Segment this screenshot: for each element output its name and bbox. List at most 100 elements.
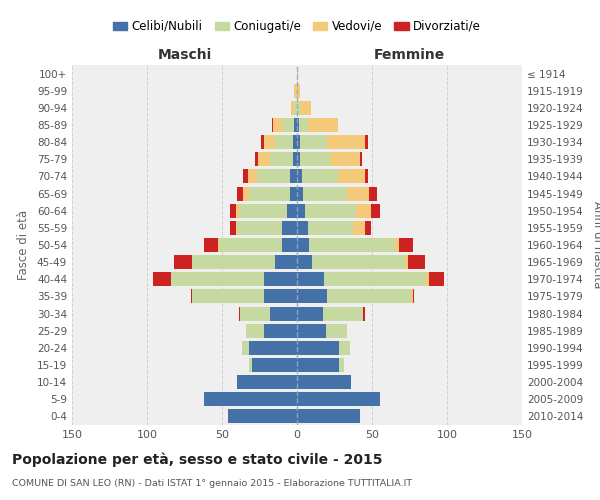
Bar (297, 341, 339, 355)
Bar (249, 186, 290, 200)
Bar (273, 118, 282, 132)
Bar (297, 358, 339, 372)
Bar (330, 152, 360, 166)
Bar (325, 324, 347, 338)
Bar (239, 204, 287, 218)
Bar (324, 272, 426, 286)
Bar (192, 290, 264, 304)
Bar (399, 238, 413, 252)
Bar (229, 221, 235, 235)
Bar (261, 135, 264, 149)
Bar (218, 238, 219, 252)
Bar (297, 306, 323, 320)
Bar (353, 221, 365, 235)
Bar (275, 255, 297, 269)
Bar (339, 358, 343, 372)
Bar (371, 204, 380, 218)
Bar (237, 186, 243, 200)
Bar (287, 204, 297, 218)
Bar (293, 152, 297, 166)
Bar (347, 186, 369, 200)
Bar (204, 392, 297, 406)
Bar (258, 152, 270, 166)
Bar (303, 186, 347, 200)
Y-axis label: Fasce di età: Fasce di età (17, 210, 30, 280)
Bar (323, 306, 363, 320)
Bar (237, 221, 282, 235)
Bar (174, 255, 192, 269)
Bar (264, 272, 297, 286)
Bar (294, 118, 297, 132)
Bar (297, 84, 300, 98)
Bar (248, 170, 257, 183)
Bar (241, 341, 249, 355)
Bar (365, 170, 367, 183)
Y-axis label: Anni di nascita: Anni di nascita (590, 202, 600, 288)
Bar (365, 221, 371, 235)
Bar (249, 341, 297, 355)
Text: Popolazione per età, sesso e stato civile - 2015: Popolazione per età, sesso e stato civil… (12, 452, 383, 467)
Bar (297, 152, 300, 166)
Bar (297, 118, 299, 132)
Bar (297, 221, 308, 235)
Bar (229, 204, 235, 218)
Bar (264, 324, 297, 338)
Bar (291, 101, 294, 115)
Bar (264, 290, 297, 304)
Text: COMUNE DI SAN LEO (RN) - Dati ISTAT 1° gennaio 2015 - Elaborazione TUTTITALIA.IT: COMUNE DI SAN LEO (RN) - Dati ISTAT 1° g… (12, 479, 412, 488)
Bar (297, 170, 302, 183)
Bar (327, 135, 365, 149)
Bar (300, 135, 327, 149)
Bar (290, 170, 297, 183)
Bar (270, 306, 297, 320)
Bar (271, 118, 273, 132)
Bar (297, 255, 312, 269)
Bar (300, 101, 311, 115)
Bar (252, 358, 297, 372)
Bar (240, 306, 270, 320)
Bar (297, 410, 360, 424)
Bar (290, 186, 297, 200)
Bar (339, 341, 349, 355)
Bar (153, 272, 171, 286)
Bar (363, 306, 365, 320)
Bar (369, 186, 377, 200)
Bar (235, 204, 239, 218)
Bar (294, 84, 297, 98)
Bar (235, 221, 237, 235)
Bar (191, 290, 192, 304)
Bar (360, 152, 361, 166)
Bar (204, 238, 218, 252)
Bar (264, 135, 275, 149)
Bar (426, 272, 429, 286)
Bar (299, 118, 308, 132)
Bar (297, 186, 303, 200)
Bar (297, 204, 305, 218)
Bar (300, 152, 330, 166)
Bar (249, 358, 252, 372)
Bar (411, 290, 413, 304)
Bar (297, 375, 351, 389)
Bar (171, 272, 264, 286)
Bar (297, 392, 380, 406)
Bar (243, 170, 248, 183)
Bar (282, 238, 297, 252)
Bar (297, 272, 324, 286)
Bar (327, 290, 411, 304)
Bar (297, 238, 309, 252)
Bar (312, 255, 405, 269)
Bar (305, 204, 355, 218)
Bar (429, 272, 444, 286)
Bar (309, 238, 395, 252)
Bar (405, 255, 408, 269)
Bar (297, 324, 325, 338)
Bar (337, 170, 365, 183)
Text: Femmine: Femmine (374, 48, 445, 62)
Bar (355, 204, 371, 218)
Bar (408, 255, 425, 269)
Bar (282, 221, 297, 235)
Bar (308, 221, 353, 235)
Bar (219, 238, 282, 252)
Bar (294, 101, 297, 115)
Bar (302, 170, 337, 183)
